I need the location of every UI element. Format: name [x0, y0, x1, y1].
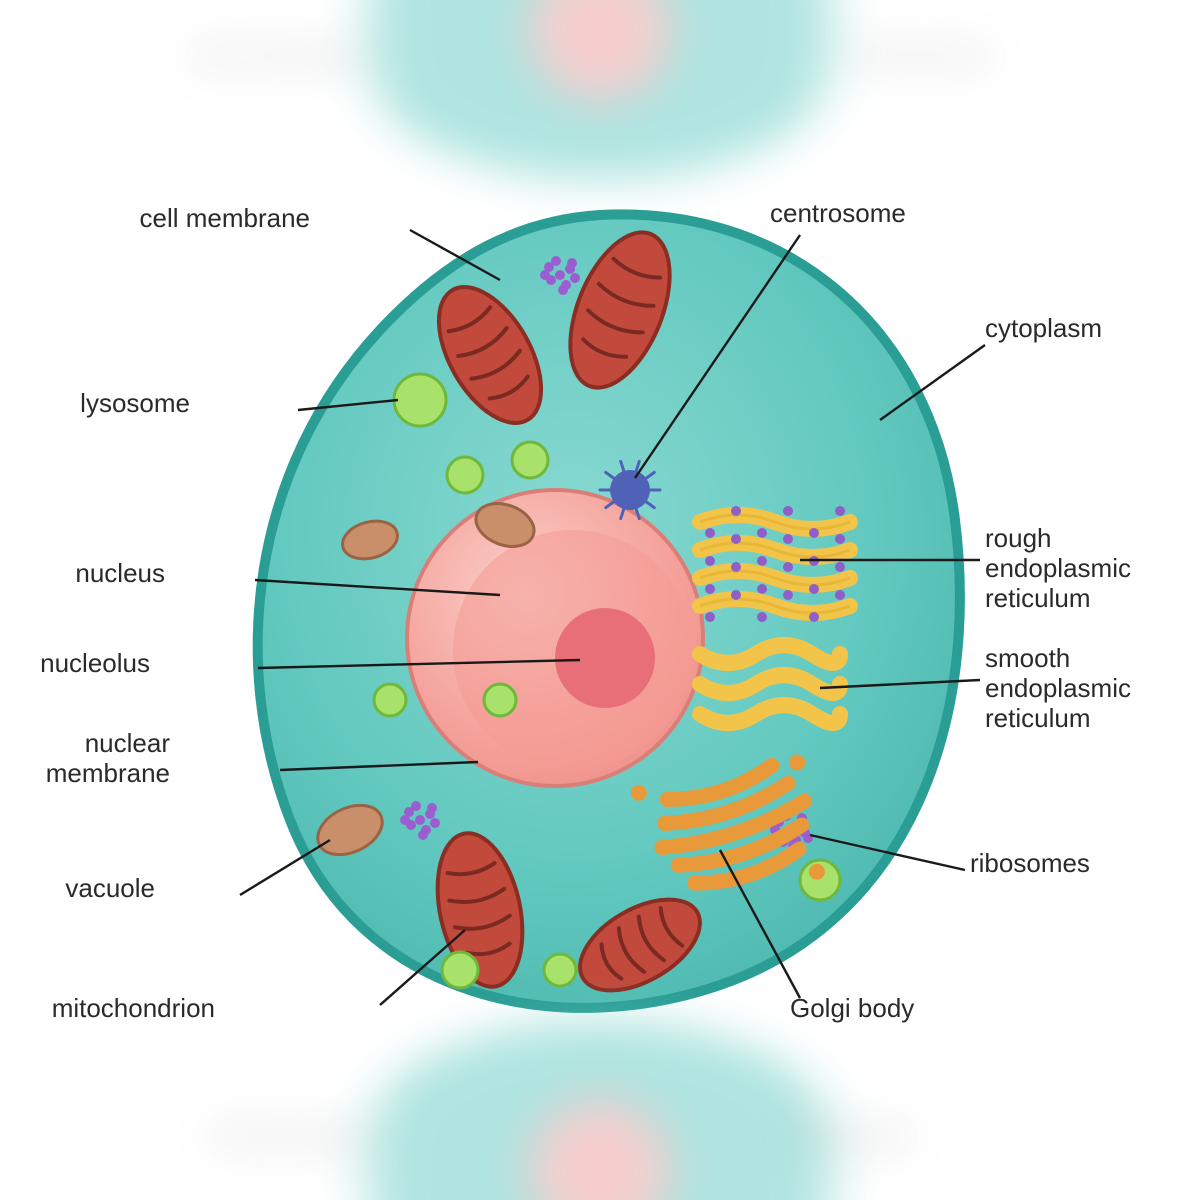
label-cytoplasm: cytoplasm [985, 314, 1102, 344]
label-cell-membrane: cell membrane [139, 204, 310, 234]
label-smooth-er: smooth endoplasmic reticulum [985, 644, 1200, 734]
label-nucleolus: nucleolus [40, 649, 150, 679]
label-nucleus: nucleus [75, 559, 165, 589]
label-golgi: Golgi body [790, 994, 914, 1024]
label-mitochondrion: mitochondrion [52, 994, 215, 1024]
label-nuclear-membrane: nuclear membrane [46, 729, 170, 789]
label-rough-er: rough endoplasmic reticulum [985, 524, 1200, 614]
nucleus-shape [407, 490, 703, 786]
label-centrosome: centrosome [770, 199, 906, 229]
diagram-stage: cell membrane centrosome mitochondrion G… [0, 0, 1200, 1200]
label-vacuole: vacuole [65, 874, 155, 904]
label-lysosome: lysosome [80, 389, 190, 419]
label-ribosomes: ribosomes [970, 849, 1090, 879]
